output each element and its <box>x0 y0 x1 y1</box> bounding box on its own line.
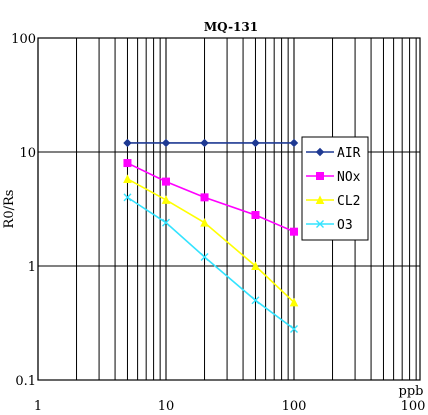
data-point-nox <box>123 159 132 168</box>
x-axis-title: ppb <box>399 384 424 399</box>
x-tick-labels: 1 10 100 100 <box>34 399 426 414</box>
legend-label-o3: O3 <box>337 218 353 233</box>
data-point-air <box>123 138 132 148</box>
data-point-air <box>289 138 299 148</box>
data-point-cl2 <box>200 218 209 227</box>
legend-entry-o3: O3 <box>306 218 353 233</box>
series-o3 <box>123 193 298 334</box>
legend-marker-o3 <box>316 220 324 228</box>
data-point-cl2 <box>123 174 132 183</box>
legend-marker-nox <box>316 172 324 180</box>
x-tick-label: 10 <box>158 399 175 414</box>
data-point-nox <box>200 193 209 202</box>
legend-box <box>301 136 369 241</box>
legend-marker-cl2 <box>315 195 325 204</box>
data-point-o3 <box>290 325 298 334</box>
data-point-cl2 <box>161 195 171 204</box>
grid <box>37 38 420 380</box>
legend-label-cl2: CL2 <box>337 194 360 209</box>
series-air <box>123 138 299 148</box>
y-tick-label: 1 <box>28 260 36 275</box>
data-point-nox <box>162 177 170 186</box>
y-tick-labels: 100 10 1 0.1 <box>11 32 36 389</box>
legend: AIR NOx CL2 O3 <box>301 136 369 241</box>
y-axis-title: R0/Rs <box>2 190 17 229</box>
series-layer <box>123 138 299 334</box>
series-cl2 <box>123 174 299 307</box>
data-point-cl2 <box>251 261 260 270</box>
x-tick-label: 100 <box>282 399 307 414</box>
data-point-o3 <box>200 252 209 261</box>
series-nox <box>123 159 298 236</box>
legend-marker-air <box>315 147 325 157</box>
data-point-o3 <box>123 193 132 202</box>
legend-entry-air: AIR <box>306 146 361 161</box>
data-point-nox <box>290 227 298 236</box>
x-tick-label: 100 <box>401 399 426 414</box>
y-tick-label: 10 <box>19 146 36 161</box>
x-tick-label: 1 <box>34 399 42 414</box>
data-point-o3 <box>162 218 170 227</box>
legend-entry-cl2: CL2 <box>306 194 360 209</box>
y-tick-label: 100 <box>11 32 36 47</box>
plot-frame <box>37 37 421 381</box>
data-point-cl2 <box>289 297 299 307</box>
data-point-air <box>161 138 171 148</box>
data-point-o3 <box>251 296 260 305</box>
data-point-air <box>251 138 260 148</box>
data-point-nox <box>251 211 260 220</box>
legend-label-air: AIR <box>337 146 361 161</box>
legend-label-nox: NOx <box>337 170 361 185</box>
y-tick-label: 0.1 <box>15 374 36 389</box>
legend-entry-nox: NOx <box>306 170 361 185</box>
chart-title: MQ-131 <box>204 20 258 34</box>
data-point-air <box>200 138 209 148</box>
